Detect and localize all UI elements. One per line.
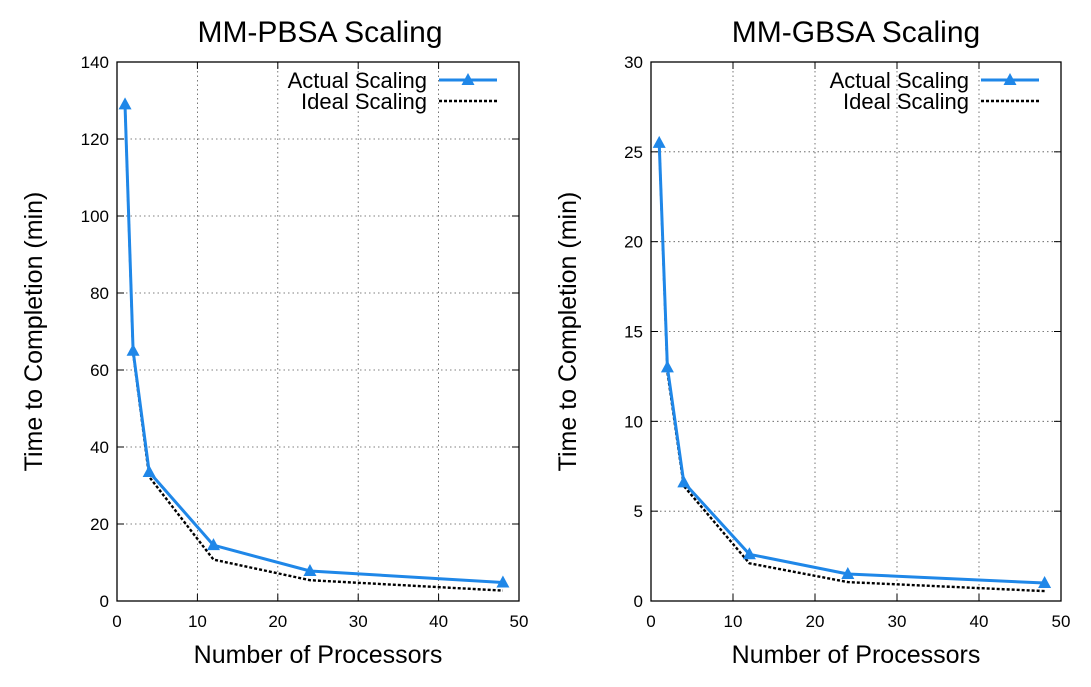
legend-marker-actual bbox=[461, 73, 475, 85]
y-axis-label: Time to Completion (min) bbox=[554, 192, 582, 472]
plot-frame bbox=[650, 61, 1062, 602]
x-tick-label: 50 bbox=[510, 612, 529, 631]
actual-scaling-point bbox=[677, 475, 691, 488]
actual-scaling-point bbox=[742, 547, 756, 560]
y-tick-label: 20 bbox=[624, 233, 643, 252]
legend-label-actual: Actual Scaling bbox=[830, 68, 969, 93]
chart-1: MM-PBSA Scaling 0 10 20 30 40 50 0 20 40 60 80 100 12… bbox=[20, 16, 528, 669]
series-actual-scaling-line bbox=[657, 142, 1045, 585]
legend-marker-actual bbox=[1003, 73, 1017, 85]
actual-scaling-point bbox=[841, 567, 855, 580]
x-tick-label: 20 bbox=[806, 612, 825, 631]
x-tick-label: 50 bbox=[1052, 612, 1071, 631]
x-tick-label: 0 bbox=[646, 612, 655, 631]
series-ideal-scaling-line bbox=[658, 142, 1045, 593]
y-tick-label: 40 bbox=[90, 438, 109, 457]
chart-title: MM-PBSA Scaling bbox=[197, 16, 442, 49]
x-axis-label: Number of Processors bbox=[194, 641, 443, 669]
actual-scaling-point bbox=[652, 135, 666, 148]
y-tick-label: 15 bbox=[624, 323, 643, 342]
legend-label-ideal: Ideal Scaling bbox=[301, 89, 427, 114]
series-actual-scaling-line bbox=[123, 104, 503, 584]
y-tick-label: 25 bbox=[624, 143, 643, 162]
x-tick-label: 20 bbox=[268, 612, 287, 631]
x-tick-label: 10 bbox=[188, 612, 207, 631]
actual-scaling-point bbox=[660, 360, 674, 373]
actual-scaling-point bbox=[496, 575, 510, 588]
chart-2: MM-GBSA Scaling 0 10 20 30 40 50 0 5 10 15 20 25 30 Nu… bbox=[554, 16, 1070, 669]
y-tick-label: 140 bbox=[81, 53, 109, 72]
actual-scaling-point bbox=[142, 465, 156, 478]
x-tick-label: 40 bbox=[429, 612, 448, 631]
y-tick-label: 60 bbox=[90, 361, 109, 380]
actual-scaling-point bbox=[126, 343, 140, 356]
x-tick-label: 10 bbox=[724, 612, 743, 631]
y-tick-label: 0 bbox=[634, 592, 643, 611]
x-tick-label: 0 bbox=[112, 612, 121, 631]
actual-scaling-point bbox=[1038, 576, 1052, 589]
y-tick-label: 5 bbox=[634, 502, 643, 521]
y-tick-label: 120 bbox=[81, 130, 109, 149]
x-tick-label: 40 bbox=[970, 612, 989, 631]
plot-frame bbox=[116, 61, 520, 602]
y-tick-label: 80 bbox=[90, 284, 109, 303]
actual-scaling-point bbox=[118, 97, 132, 110]
y-tick-label: 100 bbox=[81, 207, 109, 226]
legend-label-ideal: Ideal Scaling bbox=[843, 89, 969, 114]
x-axis-label: Number of Processors bbox=[732, 641, 981, 669]
y-tick-label: 10 bbox=[624, 412, 643, 431]
series-ideal-scaling-line bbox=[123, 104, 503, 592]
y-axis-label: Time to Completion (min) bbox=[20, 192, 48, 472]
x-tick-label: 30 bbox=[888, 612, 907, 631]
actual-scaling-point bbox=[303, 563, 317, 576]
y-tick-label: 30 bbox=[624, 53, 643, 72]
chart-title: MM-GBSA Scaling bbox=[732, 16, 980, 49]
actual-scaling-point bbox=[206, 538, 220, 551]
y-tick-label: 20 bbox=[90, 515, 109, 534]
y-tick-label: 0 bbox=[100, 592, 109, 611]
legend-label-actual: Actual Scaling bbox=[288, 68, 427, 93]
x-tick-label: 30 bbox=[349, 612, 368, 631]
